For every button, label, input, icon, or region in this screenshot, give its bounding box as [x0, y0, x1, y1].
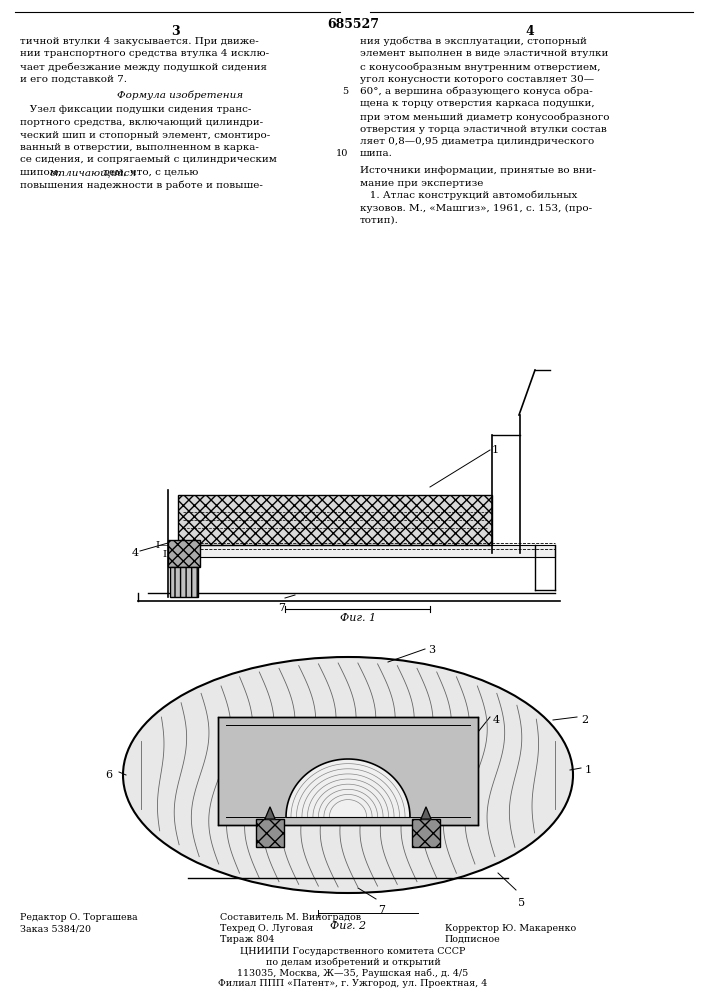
Text: 4: 4: [132, 548, 139, 558]
Text: нии транспортного средства втулка 4 исклю-: нии транспортного средства втулка 4 искл…: [20, 49, 269, 58]
Text: 7: 7: [378, 905, 385, 915]
Text: 7: 7: [278, 603, 285, 613]
Text: Редактор О. Торгашева: Редактор О. Торгашева: [20, 913, 138, 922]
Text: Тираж 804: Тираж 804: [220, 935, 274, 944]
Text: повышения надежности в работе и повыше-: повышения надежности в работе и повыше-: [20, 180, 263, 190]
Text: ческий шип и стопорный элемент, смонтиро-: ческий шип и стопорный элемент, смонтиро…: [20, 130, 270, 139]
Text: отличающийся: отличающийся: [49, 168, 136, 177]
Text: 1: 1: [585, 765, 592, 775]
Text: тичной втулки 4 закусывается. При движе-: тичной втулки 4 закусывается. При движе-: [20, 37, 259, 46]
Text: Техред О. Луговая: Техред О. Луговая: [220, 924, 313, 933]
Text: Формула изобретения: Формула изобретения: [117, 91, 243, 101]
Text: отверстия у торца эластичной втулки состав: отверстия у торца эластичной втулки сост…: [360, 124, 607, 133]
Text: мание при экспертизе: мание при экспертизе: [360, 178, 484, 188]
Text: и его подставкой 7.: и его подставкой 7.: [20, 75, 127, 84]
Text: 60°, а вершина образующего конуса обра-: 60°, а вершина образующего конуса обра-: [360, 87, 592, 97]
Text: Составитель М. Виноградов: Составитель М. Виноградов: [220, 913, 361, 922]
Polygon shape: [256, 819, 284, 847]
Text: угол конусности которого составляет 30—: угол конусности которого составляет 30—: [360, 75, 594, 84]
Text: Корректор Ю. Макаренко: Корректор Ю. Макаренко: [445, 924, 576, 933]
Text: 1. Атлас конструкций автомобильных: 1. Атлас конструкций автомобильных: [360, 191, 578, 200]
Polygon shape: [412, 819, 440, 847]
Text: 1: 1: [492, 445, 499, 455]
Text: 4: 4: [525, 25, 534, 38]
Text: Филиал ППП «Патент», г. Ужгород, ул. Проектная, 4: Филиал ППП «Патент», г. Ужгород, ул. Про…: [218, 978, 488, 988]
Text: Источники информации, принятые во вни-: Источники информации, принятые во вни-: [360, 166, 596, 175]
Text: Фиг. 1: Фиг. 1: [340, 613, 376, 623]
Text: 5: 5: [518, 898, 525, 908]
Text: кузовов. М., «Машгиз», 1961, с. 153, (про-: кузовов. М., «Машгиз», 1961, с. 153, (пр…: [360, 204, 592, 213]
Text: 113035, Москва, Ж—35, Раушская наб., д. 4/5: 113035, Москва, Ж—35, Раушская наб., д. …: [238, 968, 469, 978]
Text: 5: 5: [342, 87, 348, 96]
Text: I: I: [162, 550, 166, 559]
Polygon shape: [265, 807, 275, 819]
Text: при этом меньший диаметр конусообразного: при этом меньший диаметр конусообразного: [360, 112, 609, 121]
Text: 10: 10: [336, 149, 348, 158]
Polygon shape: [421, 807, 431, 819]
Text: се сидения, и сопрягаемый с цилиндрическим: се сидения, и сопрягаемый с цилиндрическ…: [20, 155, 277, 164]
Text: 6: 6: [105, 770, 112, 780]
Text: портного средства, включающий цилиндри-: портного средства, включающий цилиндри-: [20, 118, 263, 127]
Text: чает дребезжание между подушкой сидения: чает дребезжание между подушкой сидения: [20, 62, 267, 72]
Polygon shape: [178, 495, 492, 545]
Text: 685527: 685527: [327, 18, 379, 31]
Text: с конусообразным внутренним отверстием,: с конусообразным внутренним отверстием,: [360, 62, 600, 72]
Text: 4: 4: [493, 715, 500, 725]
Polygon shape: [286, 759, 410, 817]
Text: Подписное: Подписное: [445, 935, 501, 944]
Text: элемент выполнен в виде эластичной втулки: элемент выполнен в виде эластичной втулк…: [360, 49, 609, 58]
Text: шипом,: шипом,: [20, 168, 64, 177]
Text: по делам изобретений и открытий: по делам изобретений и открытий: [266, 958, 440, 967]
Polygon shape: [218, 717, 478, 825]
Text: Узел фиксации подушки сидения транс-: Узел фиксации подушки сидения транс-: [20, 105, 252, 114]
Text: шипа.: шипа.: [360, 149, 393, 158]
Text: 3: 3: [170, 25, 180, 38]
Text: 2: 2: [581, 715, 588, 725]
Text: 3: 3: [428, 645, 435, 655]
Text: тотип).: тотип).: [360, 216, 399, 225]
Text: ЦНИИПИ Государственного комитета СССР: ЦНИИПИ Государственного комитета СССР: [240, 947, 466, 956]
Text: Фиг. 2: Фиг. 2: [330, 921, 366, 931]
Text: ванный в отверстии, выполненном в карка-: ванный в отверстии, выполненном в карка-: [20, 143, 259, 152]
Polygon shape: [170, 567, 198, 597]
Polygon shape: [168, 545, 555, 557]
Text: щена к торцу отверстия каркаса подушки,: щена к торцу отверстия каркаса подушки,: [360, 100, 595, 108]
Ellipse shape: [123, 657, 573, 893]
Text: Заказ 5384/20: Заказ 5384/20: [20, 924, 91, 933]
Text: тем, что, с целью: тем, что, с целью: [100, 168, 198, 177]
Text: ния удобства в эксплуатации, стопорный: ния удобства в эксплуатации, стопорный: [360, 37, 587, 46]
Text: ляет 0,8—0,95 диаметра цилиндрического: ляет 0,8—0,95 диаметра цилиндрического: [360, 137, 595, 146]
Text: I—: I—: [155, 541, 170, 550]
Polygon shape: [168, 540, 200, 567]
